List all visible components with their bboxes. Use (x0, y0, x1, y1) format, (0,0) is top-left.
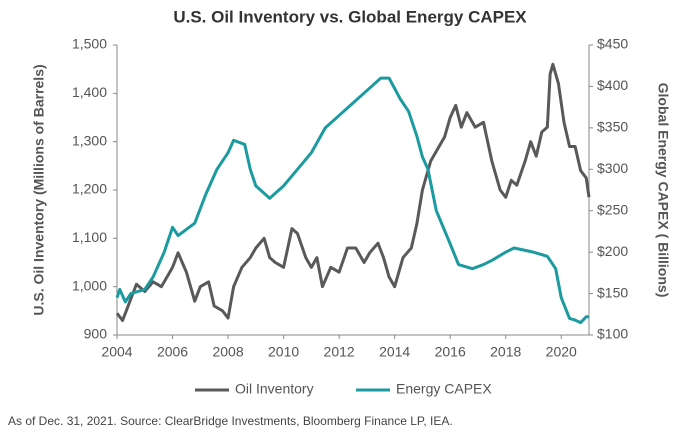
y-tick-label: 1,500 (72, 36, 107, 52)
x-tick-label: 2010 (268, 344, 299, 360)
data-line (115, 76, 589, 325)
y-tick-label: 900 (84, 326, 108, 342)
y-tick-label: 1,300 (72, 132, 107, 148)
data-line (115, 62, 591, 322)
y2-tick-label: $100 (597, 326, 628, 342)
x-tick-label: 2016 (435, 344, 466, 360)
y2-tick-label: $400 (597, 77, 628, 93)
y-tick-label: 1,100 (72, 229, 107, 245)
x-tick-label: 2008 (212, 344, 243, 360)
y-tick-label: 1,400 (72, 84, 107, 100)
x-tick-label: 2006 (157, 344, 188, 360)
y2-tick-label: $150 (597, 284, 628, 300)
x-tick-label: 2012 (324, 344, 355, 360)
y2-tick-label: $200 (597, 243, 628, 259)
x-tick-label: 2018 (490, 344, 521, 360)
x-tick-label: 2020 (546, 344, 577, 360)
legend-label: Energy CAPEX (396, 381, 492, 397)
x-tick-label: 2014 (379, 344, 410, 360)
x-tick-label: 2004 (101, 344, 132, 360)
y2-tick-label: $450 (597, 36, 628, 52)
y-tick-label: 1,000 (72, 277, 107, 293)
y2-tick-label: $300 (597, 160, 628, 176)
y-tick-label: 1,200 (72, 181, 107, 197)
y2-tick-label: $350 (597, 119, 628, 135)
y2-tick-label: $250 (597, 201, 628, 217)
footnote: As of Dec. 31, 2021. Source: ClearBridge… (8, 414, 453, 428)
legend-label: Oil Inventory (235, 381, 314, 397)
y2-axis-label: Global Energy CAPEX ( Billions) (655, 83, 671, 298)
y-axis-label: U.S. Oil Inventory (Millions of Barrels) (31, 64, 47, 315)
chart-title: U.S. Oil Inventory vs. Global Energy CAP… (173, 7, 527, 26)
